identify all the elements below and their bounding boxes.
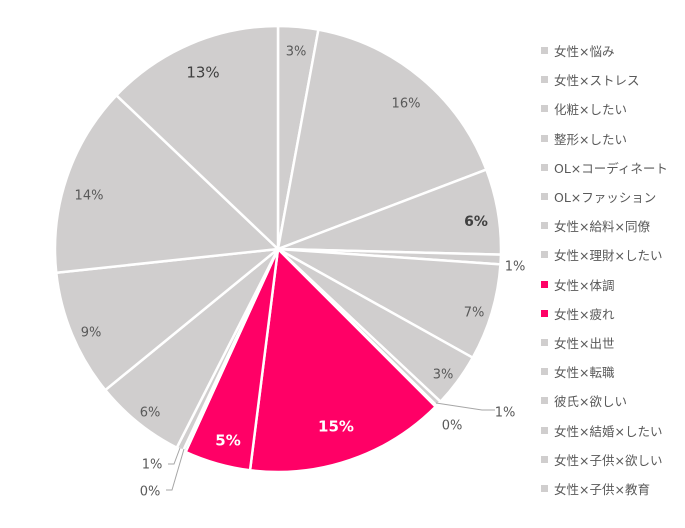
legend-marker-icon	[541, 222, 548, 230]
legend-item: 女性×子供×教育	[541, 474, 668, 503]
data-label: 13%	[186, 64, 219, 82]
legend-item: 女性×出世	[541, 328, 668, 357]
legend-item: 化粧×したい	[541, 94, 668, 123]
legend-marker-icon	[541, 484, 548, 492]
legend-marker-icon	[541, 47, 548, 55]
legend-label: 女性×給料×同僚	[554, 219, 650, 235]
legend-label: 女性×悩み	[554, 44, 615, 60]
data-label: 0%	[140, 485, 161, 500]
legend-marker-icon	[541, 309, 548, 317]
legend-label: 女性×理財×したい	[554, 248, 663, 264]
legend-marker-icon	[541, 163, 548, 171]
data-label: 6%	[140, 406, 161, 421]
legend-label: 女性×転職	[554, 365, 615, 381]
legend-label: OL×ファッション	[554, 190, 657, 206]
legend-item: 女性×結婚×したい	[541, 415, 668, 444]
pie-slice	[53, 94, 280, 275]
legend-item: OL×ファッション	[541, 182, 668, 211]
legend-marker-icon	[541, 193, 548, 201]
legend-marker-icon	[541, 426, 548, 434]
legend-item: 女性×給料×同僚	[541, 211, 668, 240]
pie-slice	[115, 24, 280, 251]
legend-label: 女性×体調	[554, 277, 615, 293]
legend-item: 女性×転職	[541, 357, 668, 386]
legend-label: 女性×疲れ	[554, 306, 615, 322]
legend-label: 女性×子供×教育	[554, 481, 650, 497]
legend-marker-icon	[541, 368, 548, 376]
legend-marker-icon	[541, 105, 548, 113]
legend-item: 女性×ストレス	[541, 65, 668, 94]
legend-marker-icon	[541, 134, 548, 142]
legend-label: 女性×出世	[554, 335, 615, 351]
data-label: 3%	[286, 45, 307, 60]
data-label: 1%	[142, 458, 163, 473]
leader-line	[435, 402, 495, 411]
legend-item: 女性×疲れ	[541, 299, 668, 328]
legend-item: OL×コーディネート	[541, 153, 668, 182]
data-label: 14%	[75, 189, 104, 204]
legend-label: 女性×結婚×したい	[554, 423, 663, 439]
data-label: 5%	[215, 432, 240, 450]
legend-label: 女性×ストレス	[554, 73, 640, 89]
legend-marker-icon	[541, 76, 548, 84]
legend-label: 整形×したい	[554, 131, 627, 147]
legend-marker-icon	[541, 251, 548, 259]
data-label: 6%	[464, 214, 488, 230]
pie-slice	[276, 28, 488, 251]
legend-marker-icon	[541, 338, 548, 346]
legend-marker-icon	[541, 280, 548, 288]
legend-item: 女性×理財×したい	[541, 240, 668, 269]
data-label: 15%	[318, 418, 354, 436]
legend-label: 彼氏×欲しい	[554, 394, 627, 410]
data-label: 3%	[433, 368, 454, 383]
legend-label: OL×コーディネート	[554, 160, 668, 176]
data-label: 16%	[392, 97, 421, 112]
legend-item: 女性×体調	[541, 270, 668, 299]
legend-item: 女性×悩み	[541, 36, 668, 65]
legend-label: 化粧×したい	[554, 102, 627, 118]
legend-item: 女性×子供×欲しい	[541, 445, 668, 474]
pie-slice	[248, 247, 437, 474]
data-label: 1%	[505, 260, 526, 275]
leader-line	[166, 448, 185, 491]
pie-slice	[55, 247, 280, 392]
leader-line	[168, 447, 181, 465]
legend-marker-icon	[541, 455, 548, 463]
legend-item: 彼氏×欲しい	[541, 386, 668, 415]
chart-legend: 女性×悩み女性×ストレス 化粧×したい 整形×したい OL×コーディネート OL×ファッ…	[541, 36, 668, 503]
legend-marker-icon	[541, 397, 548, 405]
legend-item: 整形×したい	[541, 124, 668, 153]
data-label: 9%	[81, 326, 102, 341]
legend-label: 女性×子供×欲しい	[554, 452, 663, 468]
data-label: 7%	[464, 306, 485, 321]
data-label: 1%	[495, 406, 516, 421]
data-label: 0%	[442, 419, 463, 434]
